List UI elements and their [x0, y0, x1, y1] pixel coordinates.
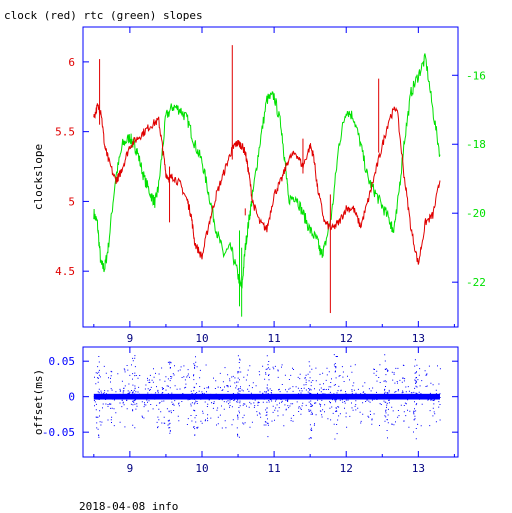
top-y2tick-label-1: -18 — [466, 138, 486, 151]
bottom-xtick-label-2: 11 — [267, 462, 280, 475]
bottom-xtick-label-1: 10 — [195, 462, 208, 475]
top-ylabel: clockslope — [32, 144, 45, 210]
top-xtick-label-4: 13 — [412, 332, 425, 345]
top-xtick-label-2: 11 — [267, 332, 280, 345]
bottom-ytick-label-2: -0.05 — [42, 426, 75, 439]
top-y2tick-label-0: -16 — [466, 69, 486, 82]
bottom-xtick-label-4: 13 — [412, 462, 425, 475]
chart-title: clock (red) rtc (green) slopes — [4, 9, 203, 22]
clock-series-line — [93, 103, 441, 265]
top-xtick-label-0: 9 — [127, 332, 134, 345]
top-plot-frame — [82, 26, 459, 328]
bottom-ytick-label-1: 0 — [68, 391, 75, 404]
top-ytick-label-0: 6 — [68, 56, 75, 69]
top-ytick-label-1: 5.5 — [55, 126, 75, 139]
bottom-xtick-label-0: 9 — [127, 462, 134, 475]
bottom-plot-frame — [82, 346, 459, 458]
top-xtick-label-1: 10 — [195, 332, 208, 345]
top-y2tick-label-2: -20 — [466, 207, 486, 220]
top-y2tick-label-3: -22 — [466, 276, 486, 289]
bottom-xtick-label-3: 12 — [340, 462, 353, 475]
bottom-ylabel: offset(ms) — [32, 369, 45, 435]
top-ytick-label-3: 4.5 — [55, 265, 75, 278]
bottom-ytick-label-0: 0.05 — [49, 355, 76, 368]
top-ytick-label-2: 5 — [68, 195, 75, 208]
top-xtick-label-3: 12 — [340, 332, 353, 345]
footer-date: 2018-04-08 info — [79, 500, 179, 513]
rtc-series-line — [93, 53, 441, 289]
offset-points — [93, 354, 441, 440]
